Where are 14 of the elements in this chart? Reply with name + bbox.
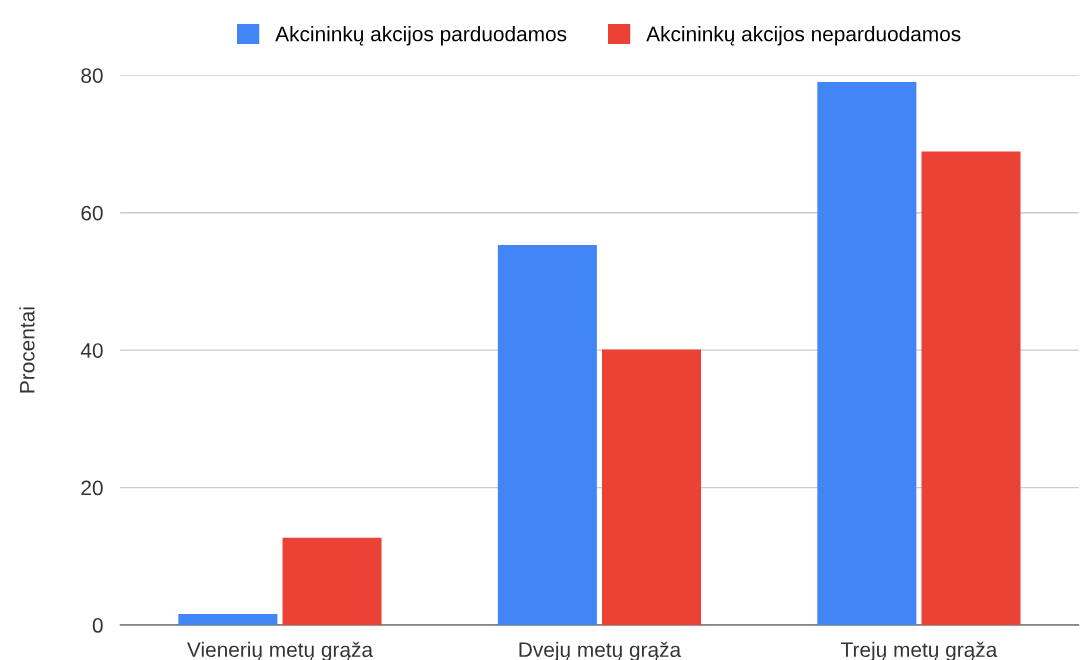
bar [497,244,597,626]
y-tick-label: 80 [81,68,103,83]
legend-label: Akcininkų akcijos neparduodamos [646,26,961,46]
bar [282,537,382,626]
y-tick-label: 20 [81,480,103,496]
bar [817,82,917,626]
bar [602,349,702,626]
bar [178,614,278,626]
y-tick-label: 40 [80,343,103,358]
y-tick-label: 0 [92,618,103,633]
y-axis-title: Procentai [19,307,35,393]
bar [921,151,1021,626]
y-tick-label: 60 [81,205,103,221]
legend-label: Akcininkų akcijos parduodamos [275,26,567,46]
